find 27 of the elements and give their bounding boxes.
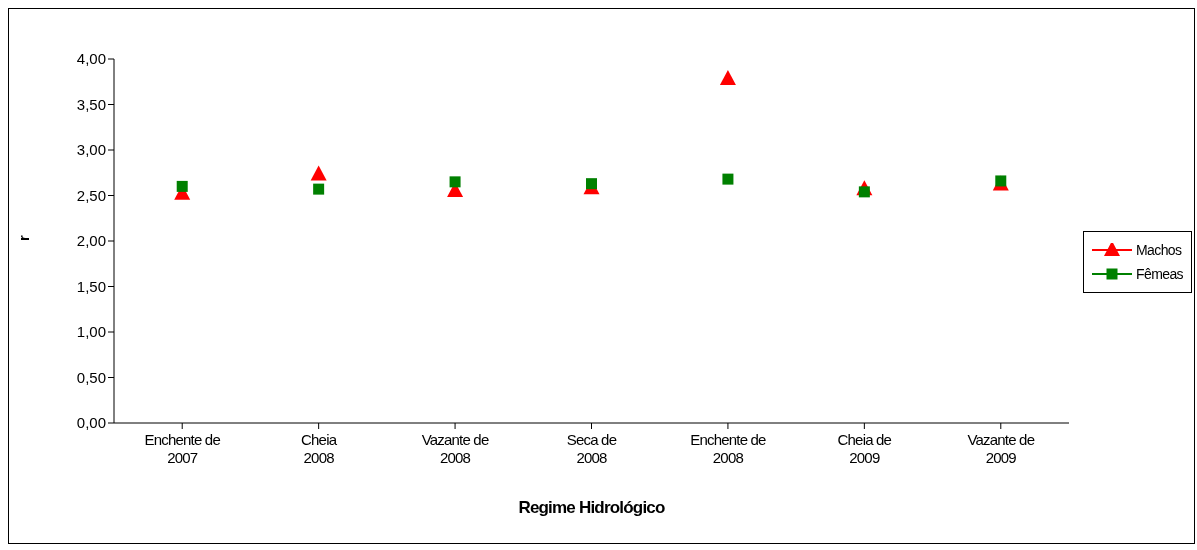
- x-tick-label: Cheia de 2009: [837, 431, 892, 466]
- x-tick-label: Enchente de 2008: [690, 431, 767, 466]
- point: [722, 173, 734, 185]
- y-tick-label: 0,50: [76, 368, 106, 386]
- y-tick-label: 2,00: [76, 232, 106, 250]
- point: [176, 180, 188, 192]
- y-tick-label: 4,00: [76, 50, 106, 68]
- y-tick-label: 2,50: [76, 186, 106, 204]
- y-tick-label: 1,00: [76, 323, 106, 341]
- point: [310, 165, 327, 181]
- point: [586, 178, 597, 190]
- point: [313, 183, 325, 195]
- x-tick-label: Vazante de 2008: [421, 431, 489, 466]
- y-tick-label: 3,50: [76, 95, 106, 113]
- x-tick-label: Vazante de 2009: [967, 431, 1035, 466]
- x-axis-title: Regime Hidrológico: [518, 498, 665, 517]
- y-axis-title: r: [15, 235, 33, 241]
- y-tick-label: 3,00: [76, 141, 106, 159]
- x-tick-label: Cheia 2008: [301, 431, 338, 466]
- point: [719, 70, 736, 86]
- x-tick-label: Enchente de 2007: [144, 431, 221, 466]
- x-tick-label: Seca de 2008: [566, 431, 617, 466]
- y-tick-label: 0,00: [76, 414, 106, 432]
- legend-label: Fêmeas: [1136, 266, 1183, 282]
- point: [449, 176, 461, 188]
- legend-label: Machos: [1136, 242, 1182, 258]
- y-tick-label: 1,50: [76, 277, 106, 295]
